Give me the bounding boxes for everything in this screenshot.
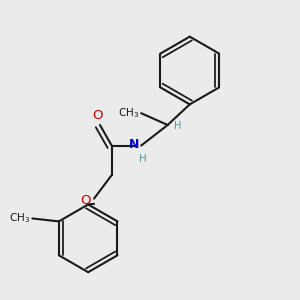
Text: N: N: [129, 139, 140, 152]
Text: O: O: [80, 194, 91, 207]
Text: O: O: [92, 109, 102, 122]
Text: H: H: [174, 122, 182, 131]
Text: CH$_3$: CH$_3$: [9, 211, 30, 225]
Text: CH$_3$: CH$_3$: [118, 106, 139, 119]
Text: H: H: [139, 154, 146, 164]
